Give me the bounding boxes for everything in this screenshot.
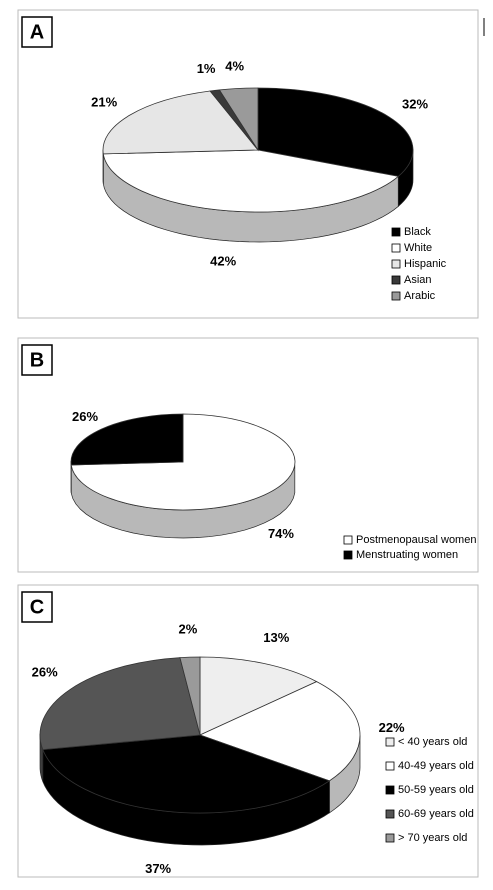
slice <box>218 87 259 152</box>
legend-label: > 70 years old <box>398 832 467 844</box>
panel-label: C <box>30 596 44 618</box>
slice <box>102 90 259 155</box>
slice <box>42 734 331 814</box>
legend-swatch <box>343 535 353 545</box>
slice <box>199 656 318 736</box>
legend-label: Menstruating women <box>356 549 458 561</box>
value-label: 4% <box>225 58 244 73</box>
panel-label-box <box>21 591 53 623</box>
value-label: 22% <box>379 720 405 735</box>
value-label: 32% <box>402 97 428 112</box>
legend-label: Postmenopausal women <box>356 534 476 546</box>
legend-label: 50-59 years old <box>398 784 474 796</box>
legend-swatch <box>385 761 395 771</box>
value-label: 37% <box>145 861 171 876</box>
value-label: 13% <box>263 630 289 645</box>
value-label: 26% <box>32 665 58 680</box>
legend-swatch <box>391 291 401 301</box>
panel-label-box <box>21 344 53 376</box>
legend-label: 40-49 years old <box>398 760 474 772</box>
legend-label: Hispanic <box>404 258 447 270</box>
legend-swatch <box>391 259 401 269</box>
slice <box>102 149 400 213</box>
legend-label: Black <box>404 226 431 238</box>
panel-frame <box>17 337 479 573</box>
panel-label-box <box>21 16 53 48</box>
legend-swatch <box>391 243 401 253</box>
legend-swatch <box>385 833 395 843</box>
slice <box>39 657 201 751</box>
slice <box>257 87 414 177</box>
legend-label: 60-69 years old <box>398 808 474 820</box>
slice <box>198 681 361 782</box>
slice <box>70 413 184 466</box>
value-label: 26% <box>72 409 98 424</box>
legend-swatch <box>343 550 353 560</box>
legend-label: White <box>404 242 432 254</box>
legend-swatch <box>385 809 395 819</box>
legend-label: Arabic <box>404 290 436 302</box>
value-label: 2% <box>179 621 198 636</box>
legend-swatch <box>391 227 401 237</box>
panel-label: B <box>30 349 44 371</box>
legend-swatch <box>385 737 395 747</box>
legend-label: Asian <box>404 274 432 286</box>
legend-swatch <box>391 275 401 285</box>
slice <box>179 656 201 736</box>
value-label: 74% <box>268 526 294 541</box>
legend-swatch <box>385 785 395 795</box>
value-label: 1% <box>197 61 216 76</box>
panel-label: A <box>30 21 44 43</box>
value-label: 21% <box>91 94 117 109</box>
value-label: 42% <box>210 254 236 269</box>
panel-frame <box>17 584 479 878</box>
panel-frame <box>17 9 479 319</box>
legend-label: < 40 years old <box>398 736 467 748</box>
